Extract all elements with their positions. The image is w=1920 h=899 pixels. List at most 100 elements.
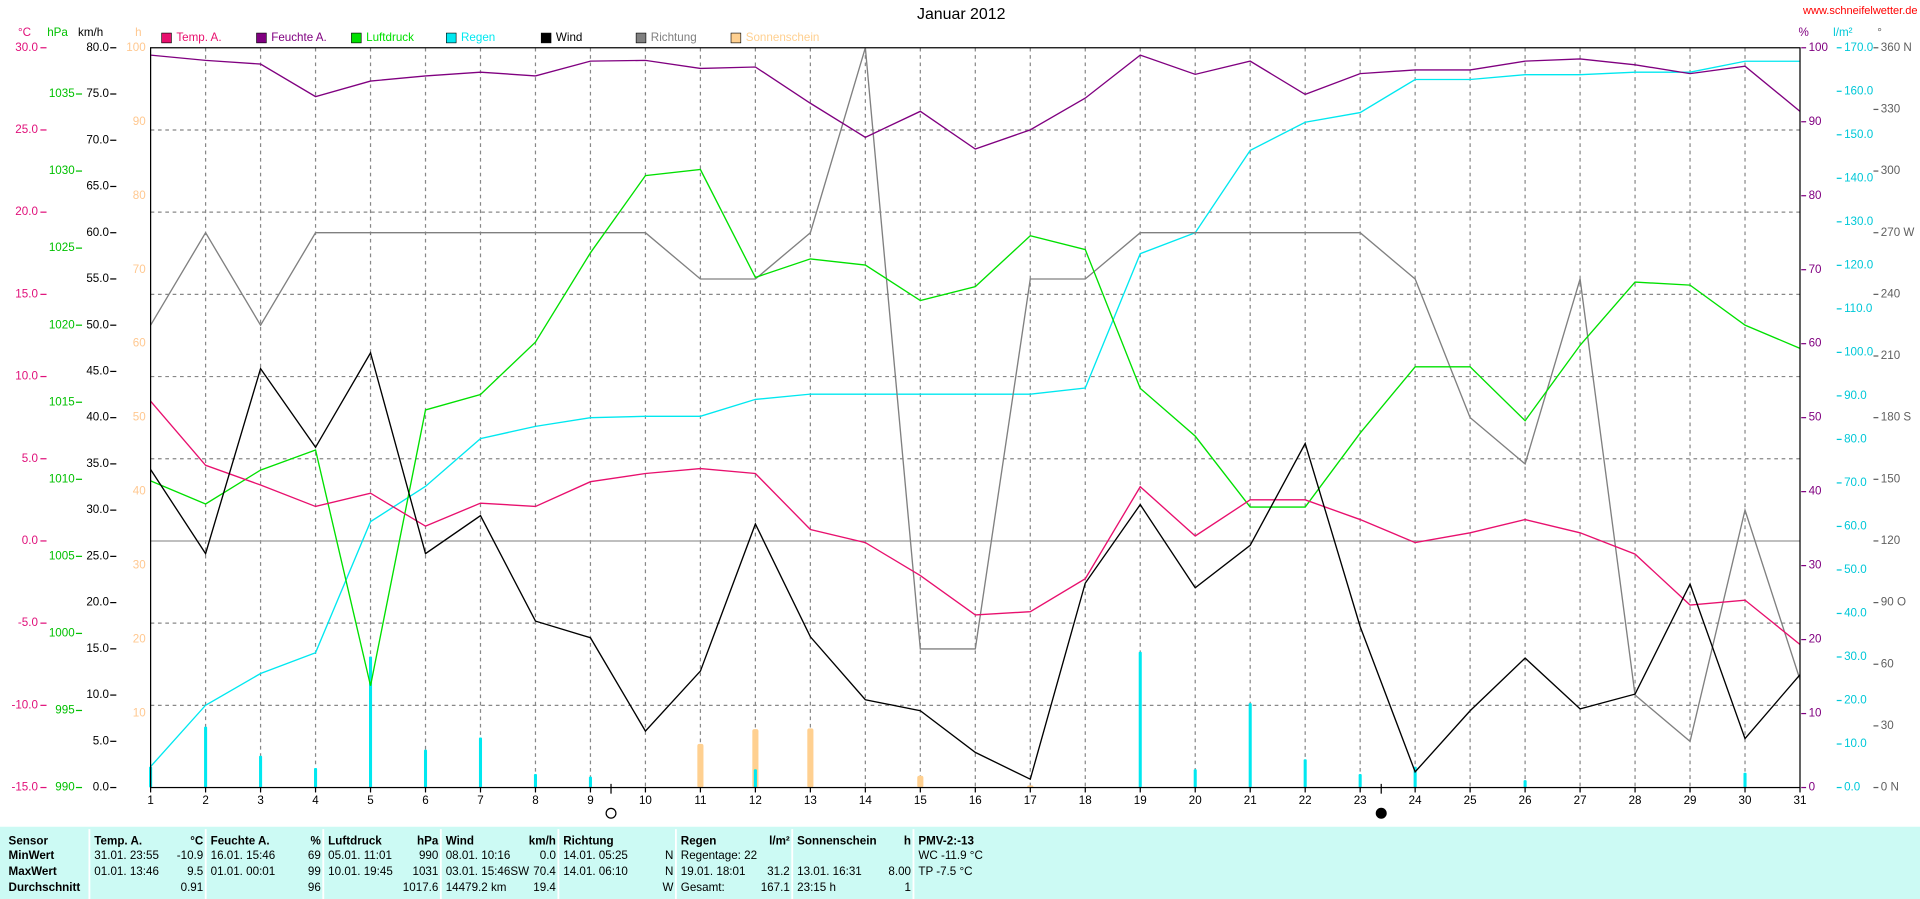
y-tick-label: 240	[1881, 287, 1901, 300]
bar	[259, 755, 263, 788]
y-tick-label: 50.0	[86, 318, 109, 331]
cell-text: TP -7.5 °C	[918, 865, 972, 878]
series-line	[150, 168, 1801, 686]
y-tick-label: -5.0	[18, 616, 39, 629]
y-tick-label: 30.0	[1844, 650, 1867, 663]
y-tick-label: 80	[133, 189, 146, 202]
y-tick-label: 0.0	[22, 534, 39, 547]
x-tick-label: 28	[1629, 794, 1642, 807]
legend-swatch	[351, 32, 362, 44]
y-tick-label: -15.0	[11, 781, 38, 794]
source: www.schneifelwetter.de	[1802, 5, 1917, 17]
full-moon-icon	[605, 807, 617, 819]
y-tick-label: 20	[133, 633, 146, 646]
y-tick-label: 30	[1881, 719, 1894, 732]
y-tick-label: 10	[1809, 707, 1822, 720]
x-tick-label: 25	[1464, 794, 1477, 807]
x-tick-label: 5	[367, 794, 373, 807]
bar	[753, 769, 757, 788]
table-header: Sensor	[9, 835, 49, 848]
y-tick-label: 60.0	[86, 226, 109, 239]
column-unit: l/m²	[769, 835, 790, 848]
bar	[1138, 651, 1142, 788]
y-tick-label: 40.0	[1844, 607, 1867, 620]
y-tick-label: 270 W	[1881, 226, 1915, 239]
legend-label: Luftdruck	[366, 31, 414, 44]
y-tick-label: 140.0	[1844, 171, 1874, 184]
y-tick-label: 10	[133, 707, 146, 720]
y-tick-label: 40.0	[86, 411, 109, 424]
y-tick-label: 45.0	[86, 364, 109, 377]
bar	[1193, 769, 1197, 788]
cell-value: 1017.6	[403, 881, 439, 894]
y-tick-label: 150.0	[1844, 128, 1874, 141]
y-tick-label: 5.0	[93, 734, 110, 747]
y-tick-label: 0	[1809, 781, 1816, 794]
y-tick-label: 1010	[49, 472, 75, 485]
cell-value: 1	[905, 881, 911, 894]
bar	[1248, 703, 1252, 788]
legend-label: Temp. A.	[176, 31, 221, 44]
cell-value: N	[665, 865, 673, 878]
y-tick-label: 360 N	[1881, 41, 1912, 54]
y-tick-label: 0.0	[93, 781, 110, 794]
legend-swatch	[540, 32, 552, 44]
y-tick-label: 40	[133, 485, 146, 498]
x-tick-label: 27	[1574, 794, 1587, 807]
y-tick-label: 70	[1809, 263, 1822, 276]
x-tick-label: 22	[1299, 794, 1312, 807]
y-tick-label: 100.0	[1844, 345, 1874, 358]
cell-text: 05.01. 11:01	[328, 849, 392, 862]
cell-value: 69	[308, 849, 321, 862]
y-tick-label: 1035	[49, 87, 75, 100]
y-tick-label: 90.0	[1844, 389, 1867, 402]
cell-value: 1031	[412, 865, 438, 878]
x-tick-label: 23	[1354, 794, 1367, 807]
bar	[588, 776, 592, 788]
y-tick-label: 1005	[49, 549, 75, 562]
x-tick-label: 19	[1134, 794, 1147, 807]
y-tick-label: 70	[133, 263, 146, 276]
y-tick-label: 1020	[49, 318, 75, 331]
x-tick-label: 4	[312, 794, 319, 807]
column-header: Regen	[681, 835, 717, 848]
row-label: Durchschnitt	[9, 881, 81, 894]
y-tick-label: 1000	[49, 627, 75, 640]
x-tick-label: 7	[477, 794, 483, 807]
y-tick-label: 990	[55, 781, 75, 794]
y-tick-label: 55.0	[86, 272, 109, 285]
x-tick-label: 17	[1024, 794, 1037, 807]
y-tick-label: 160.0	[1844, 84, 1874, 97]
legend-label: Regen	[461, 31, 495, 44]
column-header: Wind	[446, 835, 474, 848]
cell-text: 14.01. 05:25	[563, 849, 628, 862]
axis-unit: h	[135, 26, 141, 39]
x-tick-label: 1	[147, 794, 153, 807]
bar	[917, 775, 924, 788]
y-tick-label: 30.0	[86, 503, 109, 516]
y-tick-label: 70.0	[1844, 476, 1867, 489]
column-header: PMV-2:-13	[918, 835, 974, 848]
column-unit: %	[310, 835, 321, 848]
y-tick-label: 120.0	[1844, 258, 1874, 271]
cell-text: 19.01. 18:01	[681, 865, 746, 878]
cell-text: 03.01. 15:46SW	[446, 865, 529, 878]
cell-value: 31.2	[767, 865, 790, 878]
y-tick-label: 100	[126, 41, 146, 54]
x-tick-label: 21	[1244, 794, 1257, 807]
y-tick-label: 60	[133, 337, 146, 350]
y-tick-label: 300	[1881, 164, 1901, 177]
y-tick-label: 1015	[49, 395, 75, 408]
x-tick-label: 12	[749, 794, 762, 807]
cell-value: 70.4	[533, 865, 556, 878]
y-tick-label: 10.0	[15, 370, 38, 383]
legend-swatch	[256, 32, 267, 44]
column-header: Luftdruck	[328, 835, 382, 848]
y-tick-label: 1025	[49, 241, 75, 254]
y-tick-label: 130.0	[1844, 215, 1874, 228]
x-tick-label: 11	[694, 794, 706, 807]
y-tick-label: 210	[1881, 349, 1901, 362]
cell-value: 167.1	[761, 881, 790, 894]
series-line	[150, 54, 1801, 150]
